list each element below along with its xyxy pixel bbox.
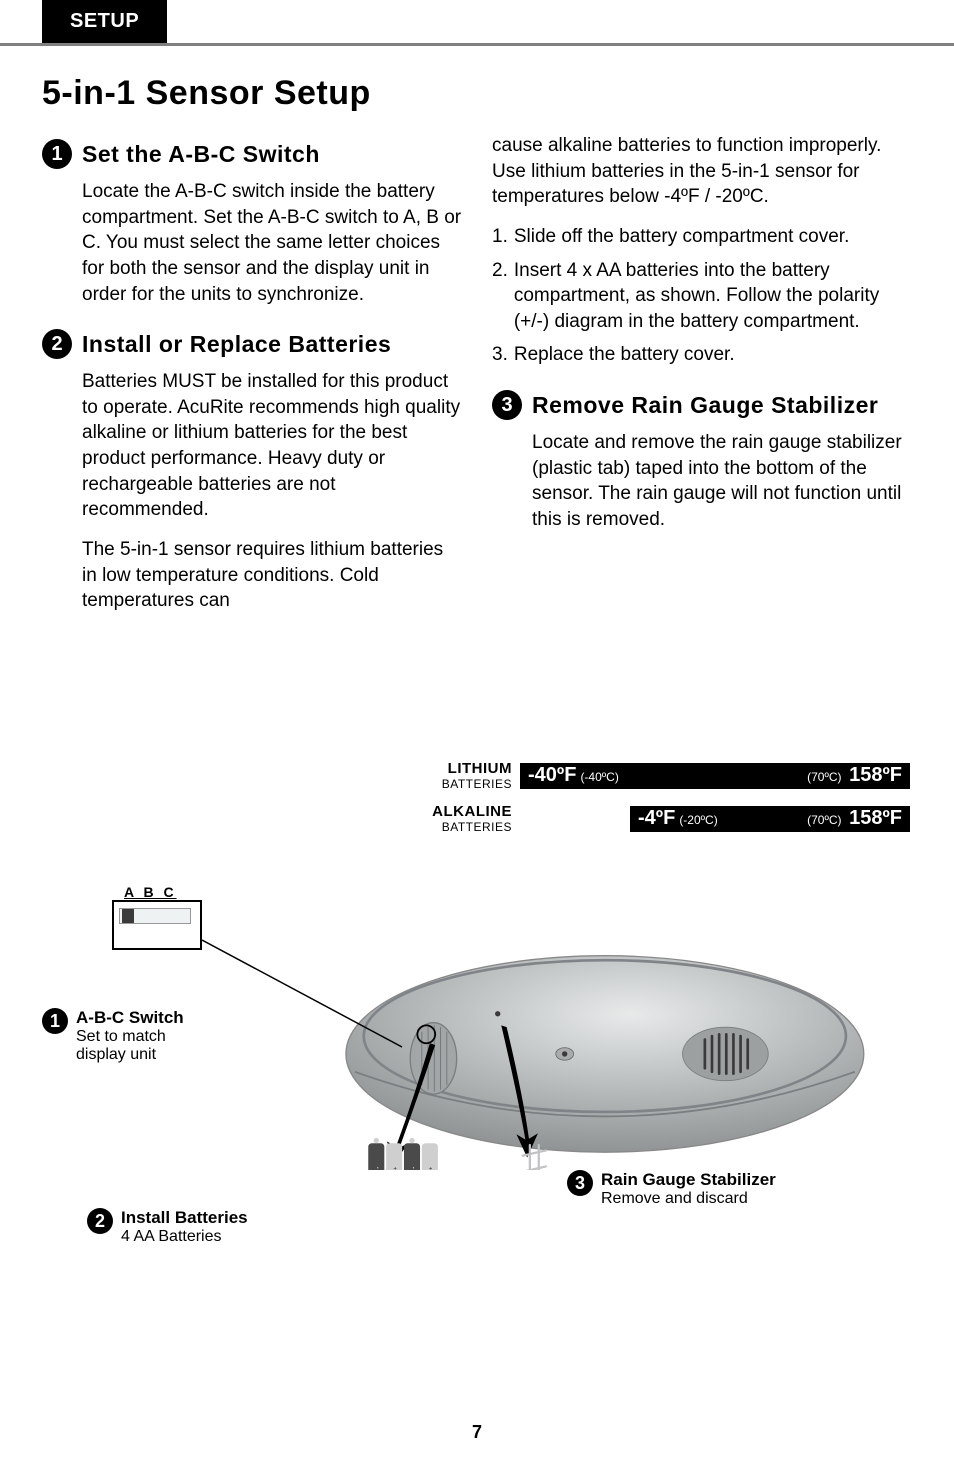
step-item-3: 3.Replace the battery cover. [492,342,912,368]
rain-stabilizer-sub: Remove and discard [601,1190,776,1208]
alkaline-high: (70ºC) 158ºF [807,807,902,830]
svg-text:- AA +: - AA + [429,1167,435,1170]
section-3-head: 3 Remove Rain Gauge Stabilizer [492,390,912,420]
rain-stabilizer-title: Rain Gauge Stabilizer [601,1170,776,1190]
setup-tab-label: SETUP [70,10,139,32]
step-num: 2. [492,258,508,335]
abc-slider-icon [119,908,191,924]
abc-switch-label: 1 A-B-C Switch Set to match display unit [42,1008,184,1065]
step-text: Replace the battery cover. [514,342,735,368]
right-column: cause alkaline batteries to function imp… [492,133,912,628]
alkaline-low-c: (-20ºC) [679,813,717,827]
alkaline-label: ALKALINE BATTERIES [420,803,512,834]
lithium-label: LITHIUM BATTERIES [420,760,512,791]
step-item-2: 2.Insert 4 x AA batteries into the batte… [492,258,912,335]
lithium-label-top: LITHIUM [420,760,512,777]
page-number: 7 [0,1422,954,1443]
alkaline-label-top: ALKALINE [420,803,512,820]
abc-switch-text: A-B-C Switch Set to match display unit [76,1008,184,1065]
badge-2-icon: 2 [42,329,72,359]
setup-tab: SETUP [42,0,167,43]
install-batteries-title: Install Batteries [121,1208,248,1228]
section-3-title: Remove Rain Gauge Stabilizer [532,392,878,419]
section-2-body-c: cause alkaline batteries to function imp… [492,133,912,210]
lithium-row: LITHIUM BATTERIES -40ºF (-40ºC) (70ºC) 15… [420,760,914,791]
step-num: 3. [492,342,508,368]
rain-stabilizer-label: 3 Rain Gauge Stabilizer Remove and disca… [567,1170,776,1208]
badge-1-icon: 1 [42,139,72,169]
rain-stabilizer-text: Rain Gauge Stabilizer Remove and discard [601,1170,776,1208]
alkaline-range-bar: -4ºF (-20ºC) (70ºC) 158ºF [630,806,910,832]
alkaline-high-c: (70ºC) [807,813,841,827]
page-title: 5-in-1 Sensor Setup [42,74,954,113]
alkaline-label-bot: BATTERIES [420,820,512,834]
callout-leader-line [202,930,412,1060]
section-1-title: Set the A-B-C Switch [82,141,320,168]
diagram-badge-1-icon: 1 [42,1008,68,1034]
step-num: 1. [492,224,508,250]
alkaline-high-f: 158ºF [849,807,902,829]
battery-temperature-ranges: LITHIUM BATTERIES -40ºF (-40ºC) (70ºC) 15… [420,760,914,846]
install-batteries-label: 2 Install Batteries 4 AA Batteries [87,1208,248,1246]
abc-knob-icon [122,909,134,923]
left-column: 1 Set the A-B-C Switch Locate the A-B-C … [42,133,462,628]
abc-letters: A B C [124,884,177,900]
svg-text:+ AA -: + AA - [411,1167,417,1170]
step-text: Slide off the battery compartment cover. [514,224,850,250]
diagram-badge-2-icon: 2 [87,1208,113,1234]
svg-text:+ AA -: + AA - [375,1167,381,1170]
sensor-diagram: + AA - + AA - - AA + - AA + A B C 1 [42,880,912,1300]
lithium-range-bar: -40ºF (-40ºC) (70ºC) 158ºF [520,763,910,789]
abc-switch-sub: Set to match display unit [76,1028,184,1065]
steps-list: 1.Slide off the battery compartment cove… [492,224,912,368]
section-1-body: Locate the A-B-C switch inside the batte… [82,179,462,307]
lithium-high-c: (70ºC) [807,770,841,784]
horizontal-rule [0,43,954,46]
diagram-badge-3-icon: 3 [567,1170,593,1196]
lithium-high-f: 158ºF [849,764,902,786]
install-batteries-sub: 4 AA Batteries [121,1228,248,1246]
content-columns: 1 Set the A-B-C Switch Locate the A-B-C … [0,133,954,628]
section-2-body-b: The 5-in-1 sensor requires lithium batte… [82,537,462,614]
step-text: Insert 4 x AA batteries into the battery… [514,258,912,335]
lithium-low-f: -40ºF [528,764,576,786]
section-2-head: 2 Install or Replace Batteries [42,329,462,359]
lithium-label-bot: BATTERIES [420,777,512,791]
section-3-body: Locate and remove the rain gauge stabili… [532,430,912,533]
section-2-body-a: Batteries MUST be installed for this pro… [82,369,462,523]
lithium-low-c: (-40ºC) [580,770,618,784]
section-1-head: 1 Set the A-B-C Switch [42,139,462,169]
abc-switch-title: A-B-C Switch [76,1008,184,1028]
lithium-low: -40ºF (-40ºC) [528,764,619,787]
step-item-1: 1.Slide off the battery compartment cove… [492,224,912,250]
section-2-title: Install or Replace Batteries [82,331,391,358]
svg-text:- AA +: - AA + [393,1167,399,1170]
badge-3-icon: 3 [492,390,522,420]
lithium-high: (70ºC) 158ºF [807,764,902,787]
alkaline-row: ALKALINE BATTERIES -4ºF (-20ºC) (70ºC) 15… [420,803,914,834]
alkaline-low-f: -4ºF [638,807,675,829]
install-batteries-text: Install Batteries 4 AA Batteries [121,1208,248,1246]
alkaline-low: -4ºF (-20ºC) [638,807,718,830]
